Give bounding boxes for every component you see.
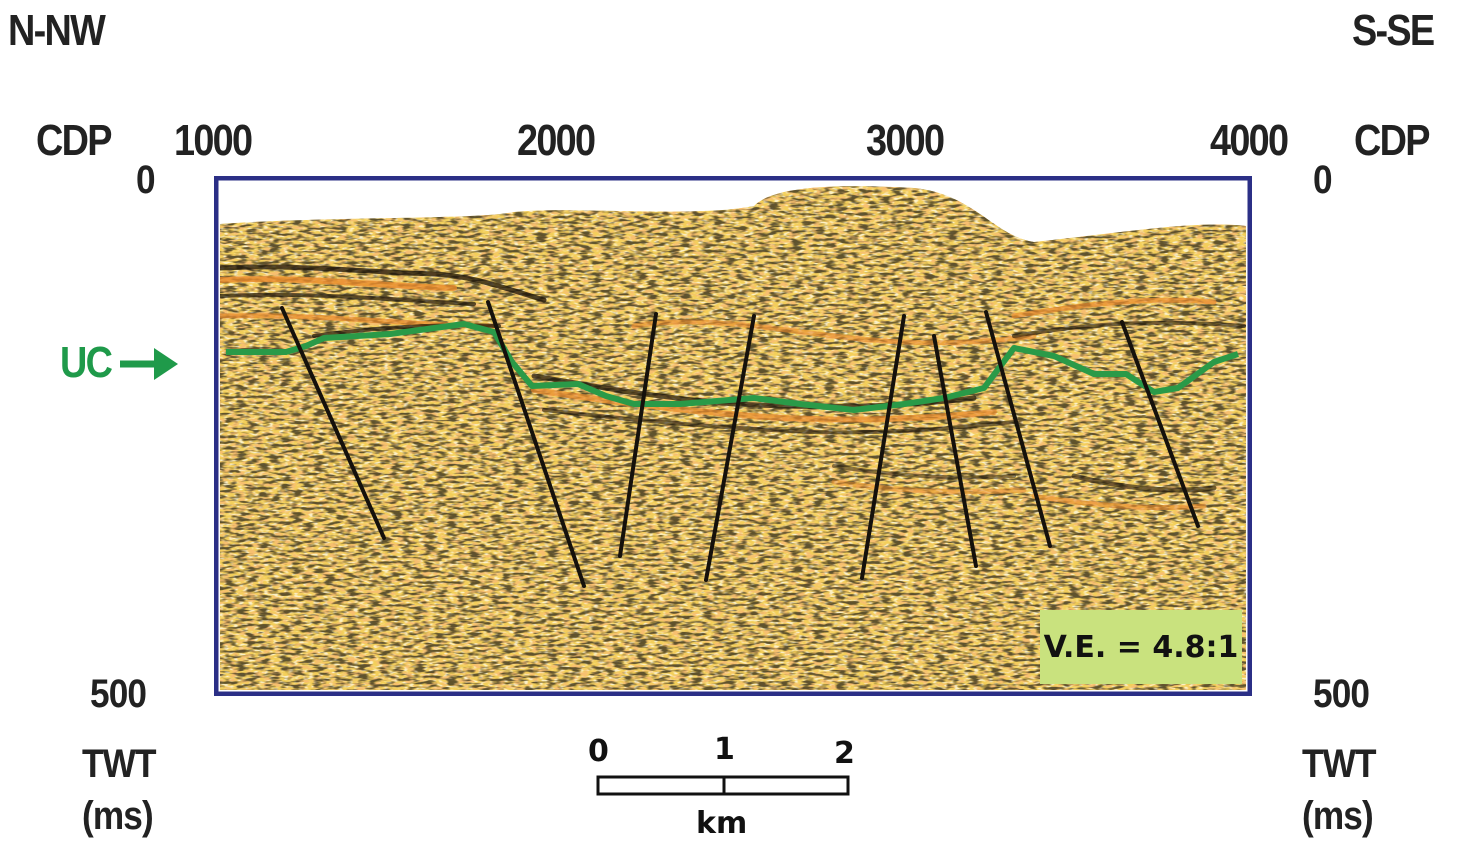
fault-4 bbox=[704, 314, 756, 582]
scale-tick-1: 1 bbox=[714, 732, 735, 767]
cdp-tick-1000: 1000 bbox=[174, 116, 253, 165]
fault-8 bbox=[1120, 320, 1200, 528]
orientation-left: N-NW bbox=[8, 6, 106, 55]
fault-1 bbox=[280, 306, 386, 540]
cdp-tick-3000: 3000 bbox=[866, 116, 945, 165]
twt-top-left: 0 bbox=[136, 158, 156, 202]
cdp-label-left: CDP bbox=[36, 116, 112, 165]
twt-bottom-left: 500 bbox=[90, 672, 147, 716]
vertical-exaggeration-label: V.E. = 4.8:1 bbox=[1040, 610, 1242, 684]
fault-5 bbox=[860, 314, 906, 580]
cdp-tick-4000: 4000 bbox=[1210, 116, 1289, 165]
fault-7 bbox=[984, 310, 1052, 548]
uc-horizon-label: UC bbox=[60, 338, 113, 388]
fault-6 bbox=[932, 334, 978, 568]
scale-tick-0: 0 bbox=[588, 734, 609, 769]
fault-2 bbox=[486, 300, 586, 588]
seismic-data bbox=[220, 186, 1246, 691]
fault-lines bbox=[280, 300, 1200, 588]
scale-unit: km bbox=[696, 806, 748, 841]
scale-tick-2: 2 bbox=[834, 736, 855, 771]
twt-label-left: TWT bbox=[82, 742, 156, 786]
twt-unit-right: (ms) bbox=[1302, 794, 1374, 838]
twt-unit-left: (ms) bbox=[82, 794, 154, 838]
orientation-right: S-SE bbox=[1352, 6, 1435, 55]
cdp-label-right: CDP bbox=[1354, 116, 1430, 165]
uc-arrow-icon bbox=[120, 348, 178, 380]
seismic-section bbox=[214, 176, 1252, 696]
cdp-tick-2000: 2000 bbox=[517, 116, 596, 165]
uc-horizon-line bbox=[226, 321, 1239, 413]
fault-3 bbox=[618, 312, 658, 558]
twt-bottom-right: 500 bbox=[1313, 672, 1370, 716]
twt-label-right: TWT bbox=[1302, 742, 1376, 786]
twt-top-right: 0 bbox=[1313, 158, 1333, 202]
scale-bar bbox=[596, 775, 850, 796]
uc-label-text: UC bbox=[60, 338, 113, 387]
